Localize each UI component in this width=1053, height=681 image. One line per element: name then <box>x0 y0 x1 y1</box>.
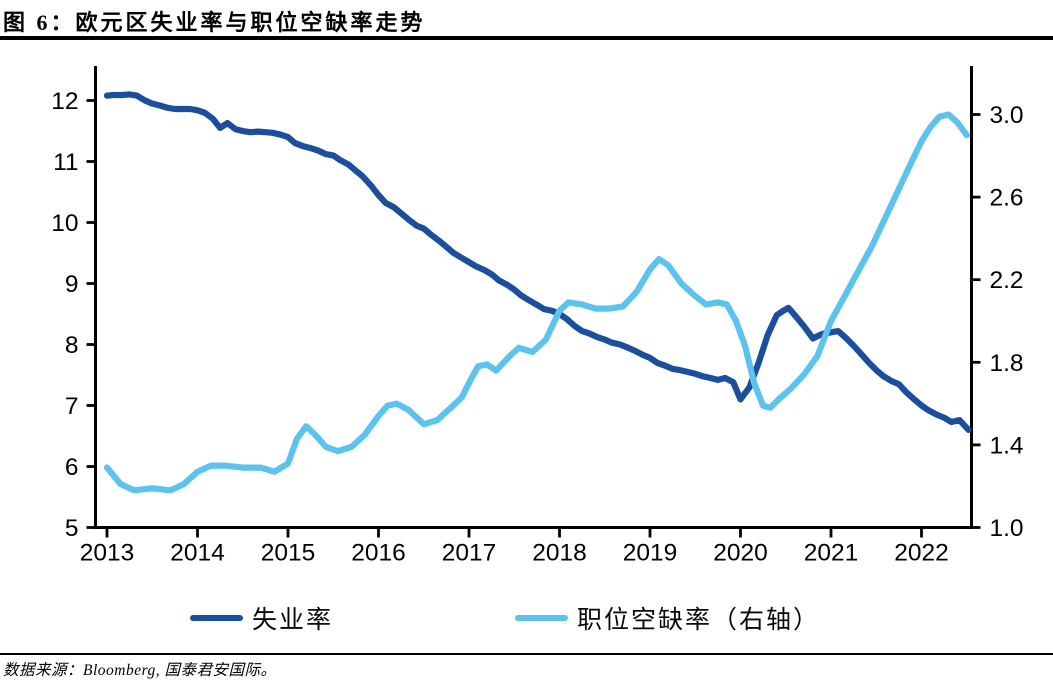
legend-item-unemployment: 失业率 <box>190 600 333 636</box>
x-tick-label: 2014 <box>170 540 225 567</box>
x-tick-label: 2018 <box>532 540 587 567</box>
legend: 失业率 职位空缺率（右轴） <box>0 600 1053 640</box>
y-left-tick-label: 7 <box>65 393 79 420</box>
x-tick-label: 2019 <box>623 540 678 567</box>
unemployment-line <box>103 91 972 433</box>
x-tick-label: 2013 <box>80 540 135 567</box>
unemployment-line-swatch <box>190 615 243 621</box>
y-right-tick-label: 3.0 <box>990 102 1024 129</box>
title-underline <box>0 36 1053 40</box>
vacancy-line-swatch <box>515 615 568 621</box>
y-right-tick-label: 1.8 <box>990 350 1024 377</box>
legend-item-vacancy: 职位空缺率（右轴） <box>515 600 820 636</box>
legend-label-unemployment: 失业率 <box>252 607 334 634</box>
x-tick-label: 2021 <box>804 540 859 567</box>
y-right-tick-label: 1.4 <box>990 432 1024 459</box>
y-right-tick-label: 2.6 <box>990 185 1024 212</box>
x-tick-label: 2022 <box>894 540 949 567</box>
y-left-tick-label: 6 <box>65 454 79 481</box>
x-tick-label: 2016 <box>351 540 406 567</box>
y-right-tick-label: 2.2 <box>990 267 1024 294</box>
y-left-tick-label: 9 <box>65 271 79 298</box>
x-tick-label: 2015 <box>261 540 316 567</box>
source-note: 数据来源：Bloomberg, 国泰君安国际。 <box>3 662 277 679</box>
page-title: 图 6：欧元区失业率与职位空缺率走势 <box>3 10 426 35</box>
y-right-tick-label: 1.0 <box>990 515 1024 542</box>
y-left-tick-label: 11 <box>53 149 78 176</box>
vacancy-line <box>103 111 970 494</box>
legend-label-vacancy: 职位空缺率（右轴） <box>577 607 821 634</box>
x-tick-label: 2020 <box>713 540 768 567</box>
y-left-tick-label: 10 <box>51 210 78 237</box>
y-left-tick-label: 12 <box>51 88 78 115</box>
source-divider <box>0 653 1053 655</box>
y-left-tick-label: 8 <box>65 332 79 359</box>
y-left-tick-label: 5 <box>65 515 79 542</box>
x-tick-label: 2017 <box>442 540 497 567</box>
